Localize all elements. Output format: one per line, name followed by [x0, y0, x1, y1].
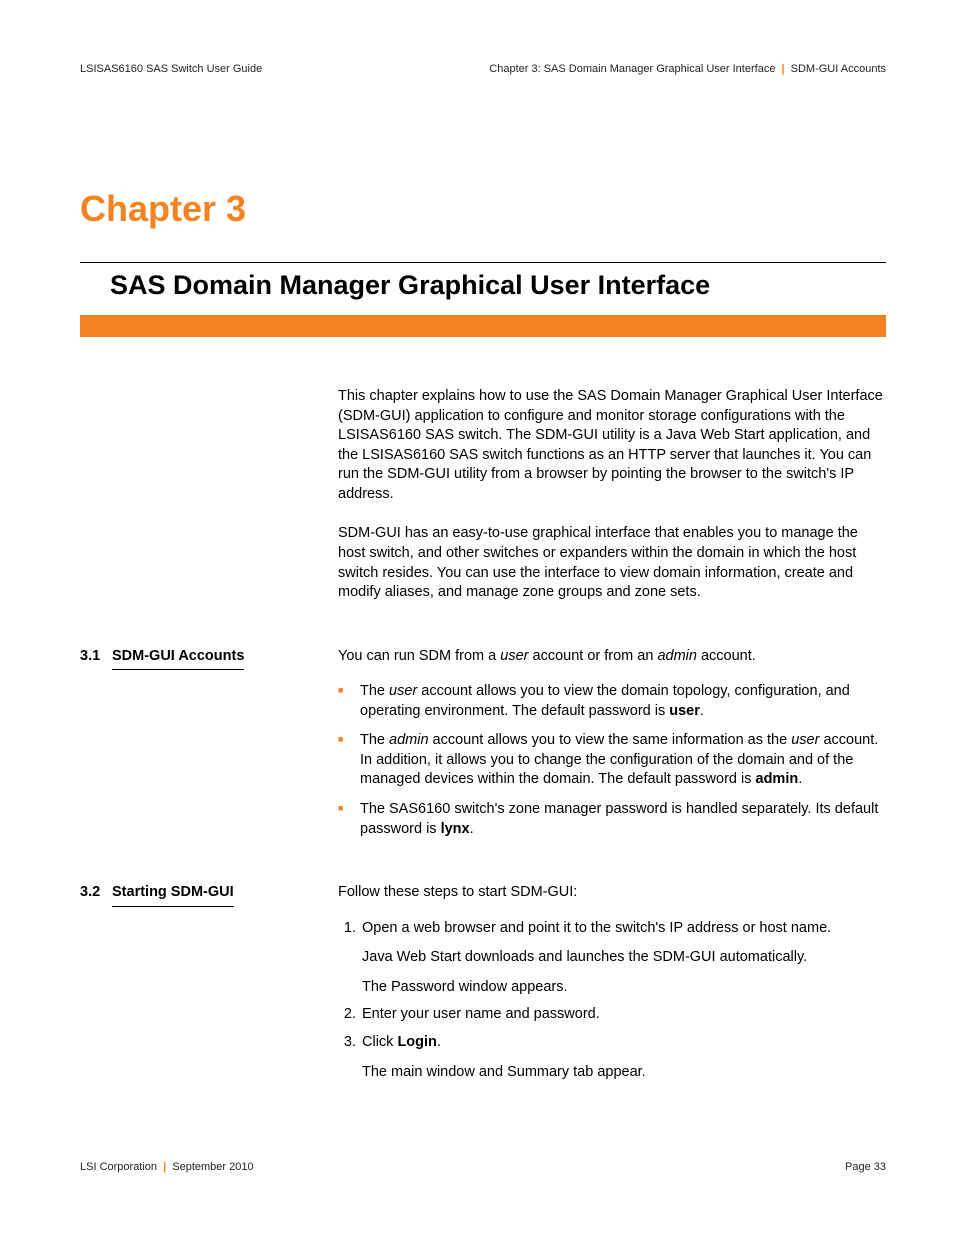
text: account allows you to view the same info…	[429, 732, 792, 748]
text: .	[700, 703, 704, 719]
text-italic: admin	[657, 648, 697, 664]
section-title: Starting SDM-GUI	[112, 883, 234, 907]
section-number: 3.2	[80, 883, 112, 903]
footer-page-number: Page 33	[845, 1160, 886, 1175]
step-subtext: Java Web Start downloads and launches th…	[362, 948, 886, 968]
text: account or from an	[528, 648, 657, 664]
header-left: LSISAS6160 SAS Switch User Guide	[80, 62, 262, 77]
section-title-wrap: Starting SDM-GUI	[112, 883, 338, 907]
text: The	[360, 683, 389, 699]
accounts-bullet-list: The user account allows you to view the …	[338, 682, 886, 839]
text: Open a web browser and point it to the s…	[362, 920, 831, 936]
section-3-2: 3.2 Starting SDM-GUI Follow these steps …	[80, 883, 886, 907]
text-bold: lynx	[441, 821, 470, 837]
section-title: SDM-GUI Accounts	[112, 647, 244, 671]
text-italic: user	[791, 732, 819, 748]
text-bold: user	[669, 703, 700, 719]
header-section: SDM-GUI Accounts	[791, 63, 886, 75]
intro-paragraph-2: SDM-GUI has an easy-to-use graphical int…	[338, 524, 886, 602]
text-italic: admin	[389, 732, 429, 748]
section-3-1: 3.1 SDM-GUI Accounts You can run SDM fro…	[80, 647, 886, 671]
list-item: Enter your user name and password.	[360, 1005, 886, 1025]
footer-company: LSI Corporation	[80, 1161, 157, 1173]
starting-steps-list: Open a web browser and point it to the s…	[338, 919, 886, 1082]
title-rule	[80, 262, 886, 263]
text-italic: user	[389, 683, 417, 699]
text: Follow these steps to start SDM-GUI:	[338, 883, 886, 903]
text: You can run SDM from a	[338, 648, 500, 664]
section-number: 3.1	[80, 647, 112, 667]
text: Enter your user name and password.	[362, 1006, 600, 1022]
step-subtext: The main window and Summary tab appear.	[362, 1063, 886, 1083]
text: .	[437, 1034, 441, 1050]
text-bold: Login	[397, 1034, 436, 1050]
text-bold: admin	[756, 771, 799, 787]
running-header: LSISAS6160 SAS Switch User Guide Chapter…	[80, 62, 886, 77]
text: The SAS6160 switch's zone manager passwo…	[360, 801, 878, 837]
text-italic: user	[500, 648, 528, 664]
page-content: Chapter 3 SAS Domain Manager Graphical U…	[80, 185, 886, 1090]
list-item: The user account allows you to view the …	[338, 682, 886, 721]
chapter-label: Chapter 3	[80, 185, 886, 234]
header-separator-icon: |	[779, 63, 788, 75]
text: .	[798, 771, 802, 787]
footer-separator-icon: |	[160, 1161, 169, 1173]
list-item: Click Login. The main window and Summary…	[360, 1033, 886, 1082]
intro-paragraph-1: This chapter explains how to use the SAS…	[338, 387, 886, 504]
accent-bar	[80, 315, 886, 337]
text: The	[360, 732, 389, 748]
header-right: Chapter 3: SAS Domain Manager Graphical …	[489, 62, 886, 77]
text: Click	[362, 1034, 397, 1050]
section-title-wrap: SDM-GUI Accounts	[112, 647, 338, 671]
list-item: Open a web browser and point it to the s…	[360, 919, 886, 998]
running-footer: LSI Corporation | September 2010 Page 33	[80, 1160, 886, 1175]
footer-left: LSI Corporation | September 2010	[80, 1160, 254, 1175]
text: account allows you to view the domain to…	[360, 683, 850, 719]
section-lead: Follow these steps to start SDM-GUI:	[338, 883, 886, 903]
step-subtext: The Password window appears.	[362, 978, 886, 998]
list-item: The SAS6160 switch's zone manager passwo…	[338, 800, 886, 839]
section-lead: You can run SDM from a user account or f…	[338, 647, 886, 667]
text: .	[470, 821, 474, 837]
header-chapter: Chapter 3: SAS Domain Manager Graphical …	[489, 63, 775, 75]
list-item: The admin account allows you to view the…	[338, 731, 886, 790]
text: account.	[697, 648, 756, 664]
chapter-title: SAS Domain Manager Graphical User Interf…	[80, 267, 886, 309]
footer-date: September 2010	[172, 1161, 253, 1173]
